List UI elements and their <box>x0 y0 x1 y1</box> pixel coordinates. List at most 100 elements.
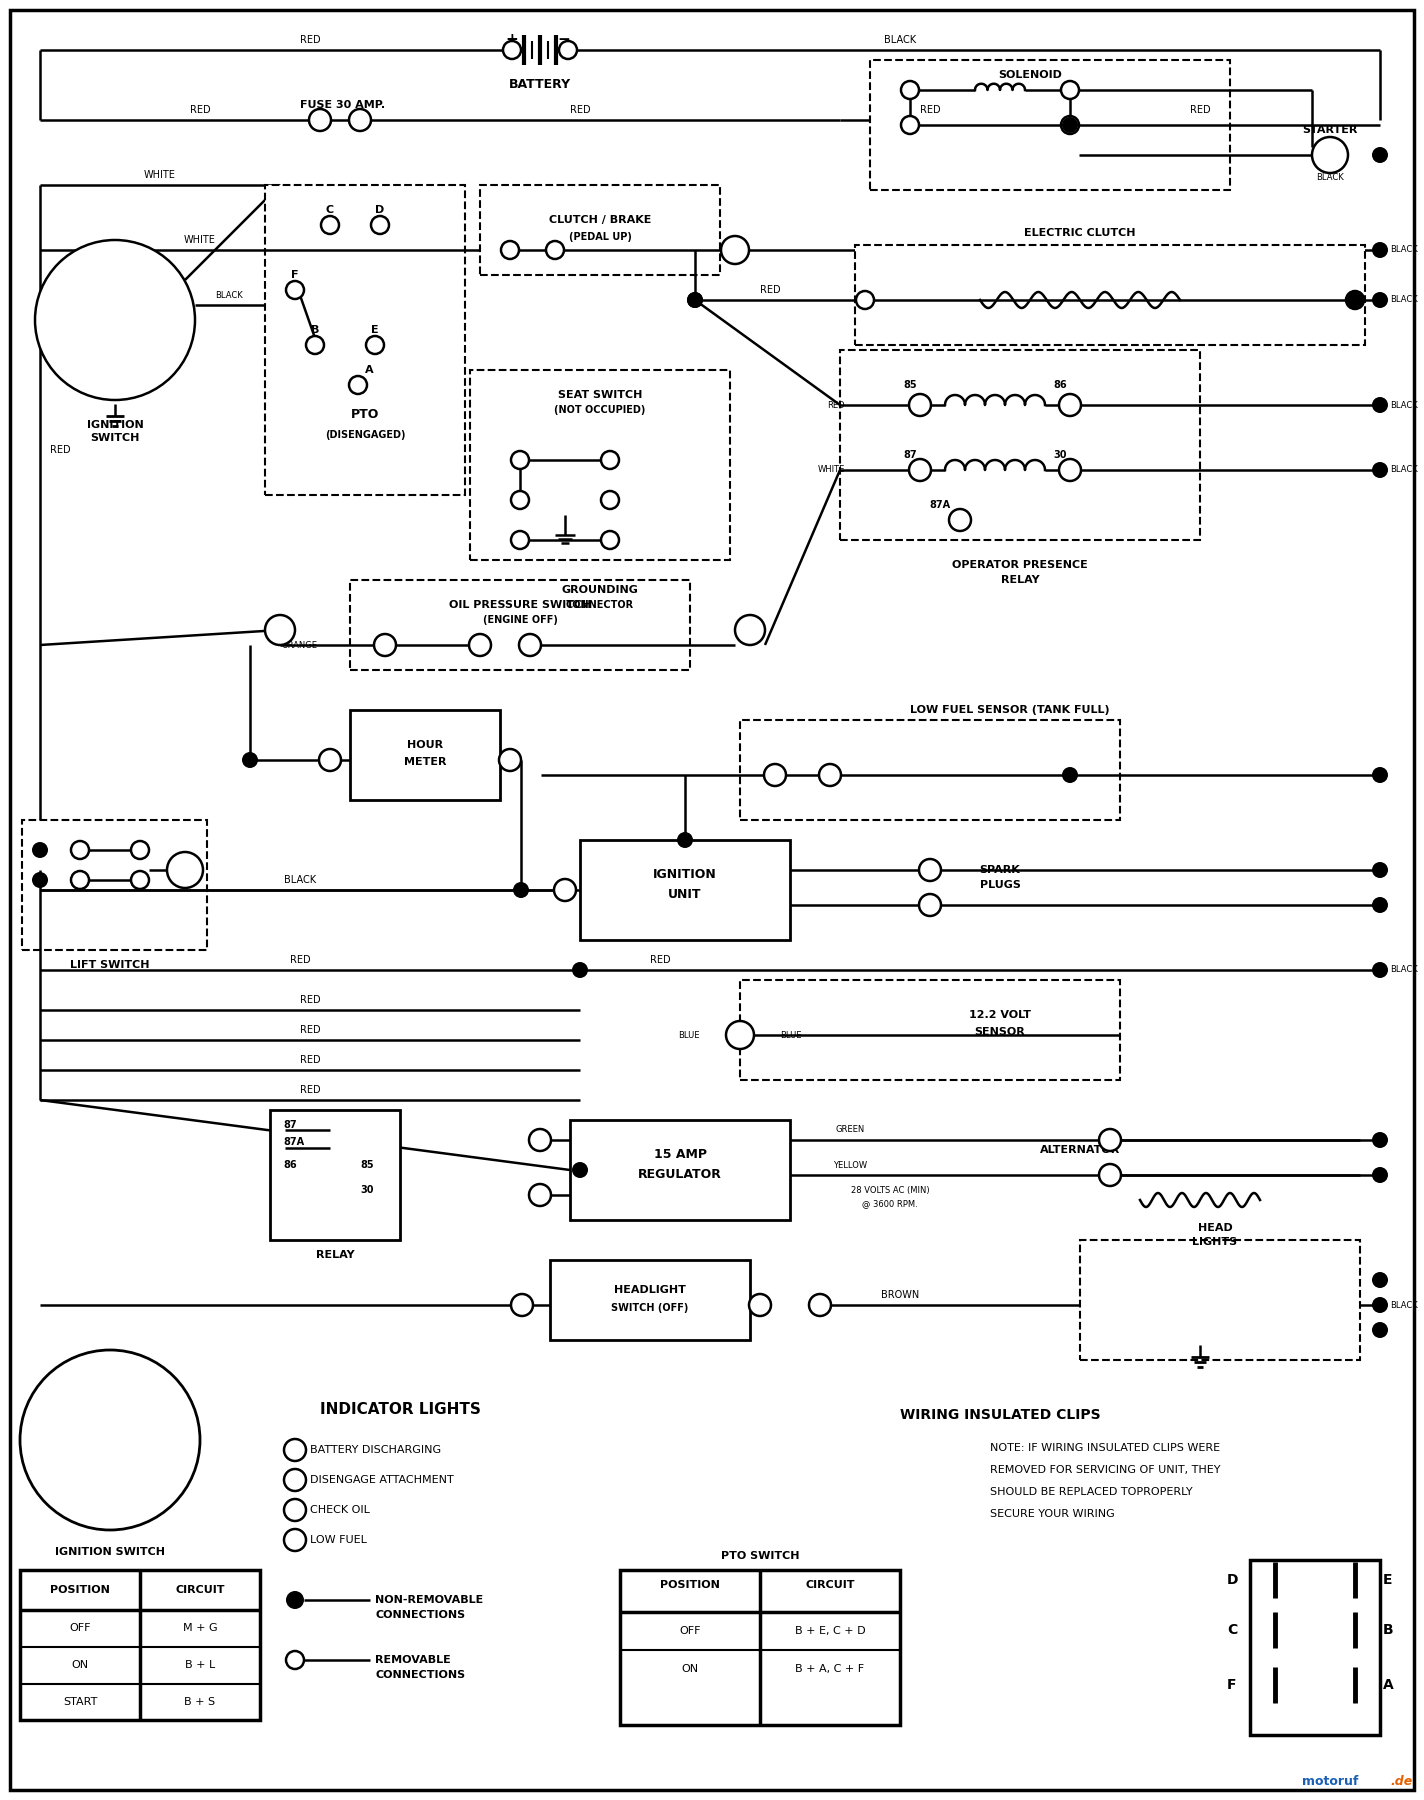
Circle shape <box>511 531 528 549</box>
Text: OPERATOR PRESENCE: OPERATOR PRESENCE <box>953 560 1088 571</box>
Circle shape <box>511 1294 533 1316</box>
Text: B: B <box>1383 1624 1393 1636</box>
Text: BATTERY DISCHARGING: BATTERY DISCHARGING <box>310 1445 441 1454</box>
Text: @ 3600 RPM.: @ 3600 RPM. <box>862 1199 918 1208</box>
Text: RELAY: RELAY <box>1001 574 1040 585</box>
Text: HOUR: HOUR <box>407 740 443 751</box>
Text: IGNITION SWITCH: IGNITION SWITCH <box>56 1546 165 1557</box>
Circle shape <box>676 832 693 848</box>
Text: L: L <box>142 331 151 344</box>
Text: L: L <box>138 1478 147 1492</box>
Text: DISENGAGE ATTACHMENT: DISENGAGE ATTACHMENT <box>310 1474 454 1485</box>
Circle shape <box>286 1591 303 1609</box>
Circle shape <box>131 841 150 859</box>
Text: 3: 3 <box>276 623 285 637</box>
Text: IGNITION: IGNITION <box>654 869 716 882</box>
Circle shape <box>554 878 575 902</box>
Circle shape <box>572 961 588 977</box>
Circle shape <box>31 871 48 887</box>
Bar <box>1250 1561 1380 1735</box>
Text: E: E <box>1383 1573 1393 1588</box>
Text: 30: 30 <box>360 1184 373 1195</box>
Text: ON: ON <box>71 1660 88 1670</box>
Text: PTO SWITCH: PTO SWITCH <box>721 1552 799 1561</box>
Circle shape <box>1061 115 1079 133</box>
Circle shape <box>1099 1129 1121 1150</box>
Text: RED: RED <box>299 1055 320 1066</box>
Text: ELECTRIC CLUTCH: ELECTRIC CLUTCH <box>1024 229 1136 238</box>
Text: B + A, C + F: B + A, C + F <box>796 1663 864 1674</box>
Text: OFF: OFF <box>70 1624 91 1633</box>
Text: REGULATOR: REGULATOR <box>638 1168 722 1181</box>
Circle shape <box>283 1528 306 1552</box>
Text: BLACK: BLACK <box>1390 295 1418 304</box>
Circle shape <box>513 882 528 898</box>
Text: 87: 87 <box>903 450 917 461</box>
Text: 1: 1 <box>736 1028 745 1042</box>
Circle shape <box>1371 767 1388 783</box>
Circle shape <box>1371 896 1388 913</box>
Text: 12.2 VOLT: 12.2 VOLT <box>968 1010 1031 1021</box>
Circle shape <box>1312 137 1349 173</box>
Text: SEAT SWITCH: SEAT SWITCH <box>558 391 642 400</box>
Text: LOW FUEL: LOW FUEL <box>310 1535 367 1544</box>
Text: BLUE: BLUE <box>678 1030 701 1040</box>
Circle shape <box>901 81 918 99</box>
Bar <box>470 371 731 560</box>
Bar <box>550 1260 750 1339</box>
Text: ORANGE: ORANGE <box>282 641 318 650</box>
Text: C: C <box>326 205 335 214</box>
Circle shape <box>468 634 491 655</box>
Text: PTO: PTO <box>350 409 379 421</box>
Text: 4: 4 <box>290 1535 299 1544</box>
Text: M: M <box>178 862 192 877</box>
Text: CONNECTOR: CONNECTOR <box>565 599 634 610</box>
Bar <box>271 1111 400 1240</box>
Text: B: B <box>310 326 319 335</box>
Text: WHITE: WHITE <box>184 236 216 245</box>
Bar <box>740 979 1121 1080</box>
Text: CHECK OIL: CHECK OIL <box>310 1505 370 1516</box>
Text: WHITE: WHITE <box>144 169 177 180</box>
Text: SPARK: SPARK <box>980 866 1021 875</box>
Circle shape <box>726 1021 753 1049</box>
Text: POSITION: POSITION <box>50 1586 110 1595</box>
Circle shape <box>1346 292 1364 310</box>
Bar <box>1079 1240 1360 1361</box>
Text: BLACK: BLACK <box>1390 965 1418 974</box>
Circle shape <box>498 749 521 770</box>
Text: BLACK: BLACK <box>1390 1300 1418 1310</box>
Text: (ENGINE OFF): (ENGINE OFF) <box>483 616 557 625</box>
Circle shape <box>686 292 703 308</box>
Text: M: M <box>114 1393 127 1406</box>
Circle shape <box>1371 862 1388 878</box>
Text: RED: RED <box>299 34 320 45</box>
Text: A: A <box>1383 1678 1393 1692</box>
Bar <box>20 1570 261 1721</box>
Circle shape <box>1371 1273 1388 1289</box>
Text: BLACK: BLACK <box>1390 401 1418 410</box>
Text: E: E <box>372 326 379 335</box>
Text: 4: 4 <box>746 623 755 637</box>
Text: BLACK: BLACK <box>85 364 114 373</box>
Circle shape <box>131 871 150 889</box>
Text: RED: RED <box>920 104 940 115</box>
Bar <box>350 709 500 799</box>
Circle shape <box>1059 394 1081 416</box>
Circle shape <box>545 241 564 259</box>
Circle shape <box>1346 292 1364 310</box>
Circle shape <box>306 337 325 355</box>
Text: 87A: 87A <box>930 500 951 509</box>
Text: 1: 1 <box>290 1445 299 1454</box>
Circle shape <box>1371 1298 1388 1312</box>
Text: WIRING INSULATED CLIPS: WIRING INSULATED CLIPS <box>900 1408 1101 1422</box>
Text: F: F <box>1227 1678 1237 1692</box>
Circle shape <box>809 1294 832 1316</box>
Text: 15 AMP: 15 AMP <box>654 1148 706 1161</box>
Text: .de: .de <box>1391 1775 1413 1787</box>
Text: SENSOR: SENSOR <box>974 1028 1025 1037</box>
Bar <box>854 245 1366 346</box>
Circle shape <box>819 763 842 787</box>
Circle shape <box>749 1294 770 1316</box>
Text: M + G: M + G <box>182 1624 218 1633</box>
